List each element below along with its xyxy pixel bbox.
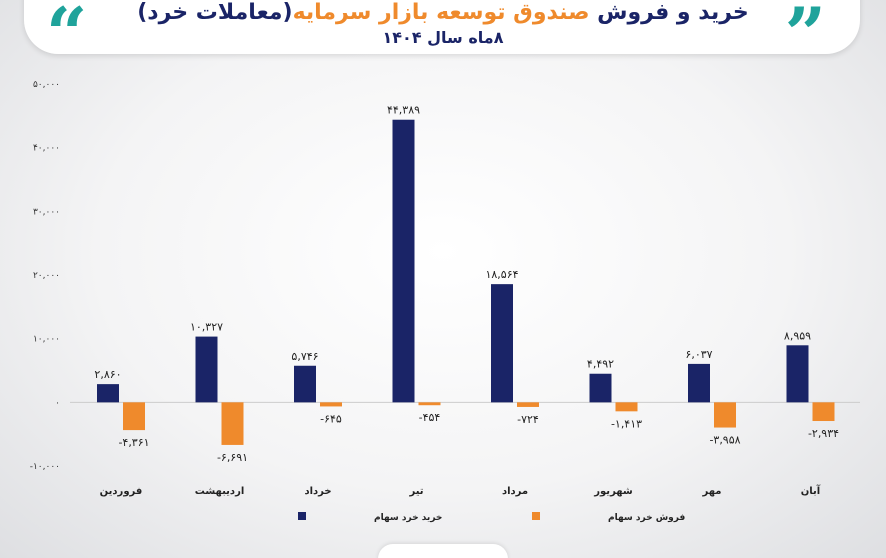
category-label: اردیبهشت <box>195 486 245 497</box>
category-label: تیر <box>408 486 423 497</box>
title-part1: خرید و فروش <box>589 0 749 25</box>
buy-data-label: ۱۸,۵۶۴ <box>485 268 518 281</box>
chart-subtitle: ۸ماه سال ۱۴۰۴ <box>382 28 504 47</box>
category-label: خرداد <box>304 486 331 497</box>
sell-data-label: -۴,۳۶۱ <box>118 436 149 449</box>
category-label: مهر <box>701 486 721 497</box>
category-label: مرداد <box>502 486 528 497</box>
sell-bar <box>320 402 342 407</box>
buy-data-label: ۸,۹۵۹ <box>784 329 811 342</box>
buy-data-label: ۶,۰۳۷ <box>685 348 712 361</box>
quote-open-icon: “ <box>46 0 88 76</box>
legend-swatch <box>532 512 540 520</box>
sell-bar <box>714 402 736 428</box>
buy-bar <box>491 284 513 403</box>
buy-data-label: ۴,۴۹۲ <box>587 358 614 371</box>
buy-bar <box>392 119 415 403</box>
sell-bar <box>517 402 539 407</box>
buy-bar <box>195 336 218 403</box>
sell-data-label: -۳,۹۵۸ <box>709 434 740 447</box>
sell-data-label: -۷۲۴ <box>517 413 539 426</box>
buy-data-label: ۱۰,۳۲۷ <box>190 321 223 334</box>
legend: خرید خرد سهام فروش خرد سهام <box>298 512 685 523</box>
category-label: فروردین <box>100 486 143 497</box>
legend-label: فروش خرد سهام <box>608 513 685 523</box>
category-label: شهریور <box>593 486 633 497</box>
title-banner <box>24 0 860 54</box>
title-part2: (معاملات خرد) <box>137 0 293 25</box>
y-tick-label: ۲۰,۰۰۰ <box>33 271 60 281</box>
buy-data-label: ۵,۷۴۶ <box>291 350 318 363</box>
sell-bar <box>123 402 145 431</box>
sell-data-label: -۶,۶۹۱ <box>217 451 248 464</box>
buy-bar <box>786 345 809 403</box>
sell-bar <box>418 402 441 406</box>
buy-data-label: ۴۴,۳۸۹ <box>387 104 420 117</box>
bars-group: ۲,۸۶۰ -۴,۳۶۱ ۱۰,۳۲۷ -۶,۶۹۱ ۵,۷۴۶ -۶۴۵ ۴۴,۳۸۹ -۴… <box>94 104 839 464</box>
x-axis: فروردین اردیبهشت خرداد تیر مرداد شهریور مهر آبا… <box>100 484 821 497</box>
sell-bar <box>812 402 835 422</box>
y-tick-label: ۳۰,۰۰۰ <box>33 207 60 217</box>
buy-bar <box>688 363 710 403</box>
category-label: آبان <box>801 484 821 497</box>
y-tick-label: -۱۰,۰۰۰ <box>30 462 60 472</box>
sell-bar <box>615 402 638 412</box>
y-tick-label: ۰ <box>55 398 60 408</box>
chart-title: خرید و فروش صندوق توسعه بازار سرمایه(معا… <box>0 0 886 25</box>
quote-close-icon: ” <box>784 0 826 76</box>
bottom-tab <box>378 544 508 558</box>
legend-swatch <box>298 512 306 520</box>
sell-bar <box>221 402 244 445</box>
title-accent: صندوق توسعه بازار سرمایه <box>292 0 590 25</box>
sell-data-label: -۶۴۵ <box>320 412 342 425</box>
buy-data-label: ۲,۸۶۰ <box>94 368 121 381</box>
y-tick-label: ۱۰,۰۰۰ <box>33 335 60 345</box>
legend-label: خرید خرد سهام <box>374 513 442 523</box>
y-tick-label: ۴۰,۰۰۰ <box>33 144 60 154</box>
sell-data-label: -۲,۹۳۴ <box>808 427 839 440</box>
y-axis: ۵۰,۰۰۰ ۴۰,۰۰۰ ۳۰,۰۰۰ ۲۰,۰۰۰ ۱۰,۰۰۰ ۰ -۱۰,۰۰۰ <box>30 80 60 472</box>
buy-bar <box>294 365 316 403</box>
y-tick-label: ۵۰,۰۰۰ <box>33 80 60 90</box>
buy-bar <box>589 373 612 403</box>
sell-data-label: -۱,۴۱۳ <box>611 417 642 430</box>
sell-data-label: -۴۵۴ <box>419 411 441 424</box>
buy-bar <box>97 384 119 403</box>
